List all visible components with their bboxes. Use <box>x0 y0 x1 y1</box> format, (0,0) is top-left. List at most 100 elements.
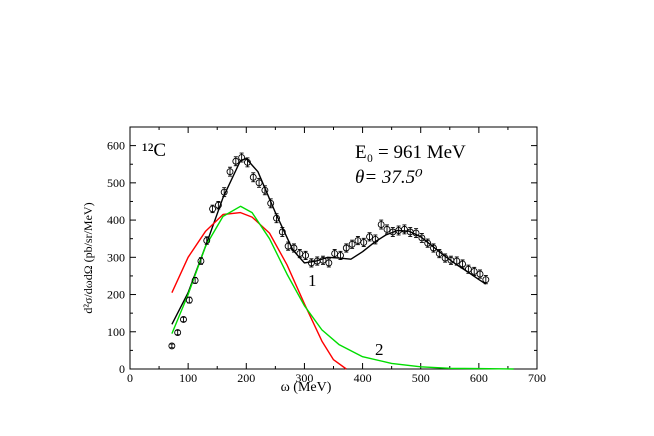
data-point <box>377 219 385 230</box>
data-point <box>290 243 298 253</box>
data-point <box>174 329 182 336</box>
plot-area <box>129 126 538 370</box>
data-point <box>243 157 251 168</box>
data-point <box>249 172 257 183</box>
data-marker <box>273 214 280 222</box>
data-marker <box>180 316 187 323</box>
data-point <box>267 198 275 209</box>
data-marker <box>226 168 234 176</box>
data-point <box>430 243 437 253</box>
data-point <box>360 237 368 247</box>
data-point <box>203 236 211 245</box>
data-point <box>226 166 234 177</box>
data-marker <box>261 186 269 194</box>
data-marker <box>360 238 368 246</box>
data-marker <box>383 225 391 233</box>
data-point <box>383 224 391 235</box>
x-tick-label: 200 <box>237 371 255 385</box>
y-tick-label: 400 <box>107 213 125 227</box>
data-point <box>412 228 420 239</box>
data-marker <box>290 244 298 252</box>
data-point <box>470 266 478 277</box>
data-point <box>185 296 193 304</box>
data-point <box>435 249 443 259</box>
data-marker <box>377 221 385 228</box>
x-tick-label: 500 <box>412 371 430 385</box>
data-point <box>302 250 310 260</box>
data-point <box>180 316 187 323</box>
data-point <box>441 253 449 263</box>
data-marker <box>197 257 205 265</box>
data-marker <box>185 296 193 304</box>
data-marker <box>371 235 379 243</box>
data-point <box>331 249 339 259</box>
data-marker <box>220 188 228 196</box>
data-marker <box>400 225 408 233</box>
data-marker <box>418 234 426 242</box>
data-point <box>313 256 321 266</box>
data-point <box>273 213 280 224</box>
data-marker <box>337 251 344 259</box>
data-point <box>424 238 432 248</box>
data-point <box>447 255 455 265</box>
y-tick-label: 300 <box>107 250 125 264</box>
data-marker <box>412 229 420 237</box>
data-point <box>232 156 240 167</box>
axes: 0 100 200 300 400 500 600 700 0 100 200 300 400 500 60… <box>107 127 546 385</box>
x-tick-label: 100 <box>179 371 197 385</box>
data-point <box>255 177 263 188</box>
curve-1 <box>171 157 487 325</box>
data-marker <box>366 233 373 241</box>
data-point <box>354 236 362 246</box>
data-marker <box>482 276 490 284</box>
plot-frame <box>129 126 538 370</box>
x-tick-label: 300 <box>295 371 313 385</box>
data-marker <box>267 199 275 207</box>
data-point <box>453 256 461 266</box>
data-marker <box>209 205 217 213</box>
data-marker <box>255 179 263 187</box>
data-points-layer <box>168 152 490 350</box>
data-point <box>476 269 484 279</box>
energy-label: E₀ = 961 MeV <box>355 142 466 163</box>
x-axis-label: ω (MeV) <box>281 380 332 395</box>
data-point <box>168 342 176 350</box>
data-marker <box>476 270 484 278</box>
x-tick-label: 0 <box>127 371 133 385</box>
data-point <box>366 232 373 242</box>
data-marker <box>319 256 327 264</box>
curve2-label: 2 <box>375 340 384 359</box>
data-point <box>418 233 426 243</box>
angle-label: θ= 37.5⁰ <box>355 167 423 188</box>
data-marker <box>430 244 437 252</box>
data-point <box>406 227 414 237</box>
data-point <box>191 276 199 284</box>
data-marker <box>278 228 286 236</box>
data-point <box>400 224 408 235</box>
y-tick-label: 600 <box>107 139 125 153</box>
x-tick-label: 600 <box>470 371 488 385</box>
data-point <box>337 250 344 260</box>
data-marker <box>238 154 246 161</box>
data-marker <box>214 201 222 209</box>
data-point <box>325 258 333 268</box>
data-point <box>464 264 472 274</box>
data-marker <box>232 157 240 165</box>
data-marker <box>325 259 333 267</box>
y-axis-label: d²σ/dωdΩ (pb/sr/MeV) <box>81 202 95 313</box>
data-point <box>348 239 356 249</box>
x-tick-label: 700 <box>528 371 546 385</box>
data-point <box>371 234 379 245</box>
data-marker <box>453 257 461 265</box>
curve-2 <box>171 211 347 370</box>
data-marker <box>470 268 478 275</box>
data-marker <box>302 251 310 259</box>
data-marker <box>459 260 467 268</box>
data-point <box>482 275 490 285</box>
nucleus-label: ¹²C <box>142 140 166 161</box>
data-point <box>220 187 228 198</box>
x-tick-label: 400 <box>354 371 372 385</box>
data-point <box>238 152 246 163</box>
y-tick-label: 200 <box>107 288 125 302</box>
